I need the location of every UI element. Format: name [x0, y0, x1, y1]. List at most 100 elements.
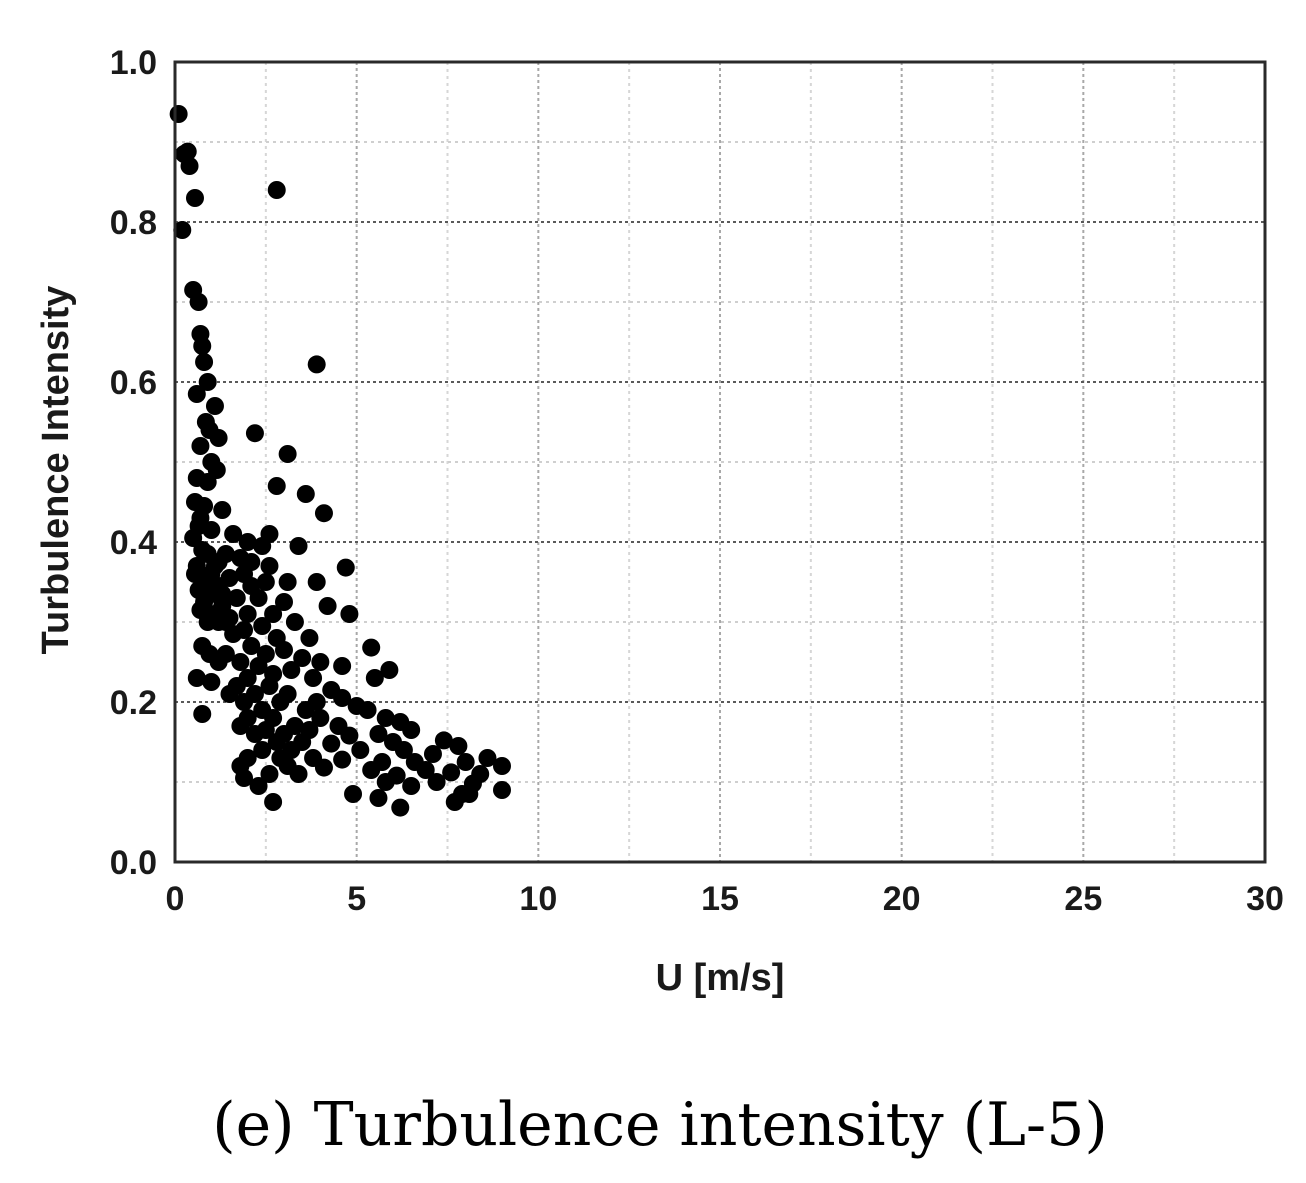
- data-point: [289, 765, 308, 783]
- data-point: [178, 142, 197, 161]
- data-point: [260, 765, 279, 783]
- y-tick-label: 0.6: [110, 364, 157, 402]
- data-point: [493, 757, 511, 775]
- data-point: [267, 477, 286, 495]
- x-tick-label: 20: [883, 880, 921, 918]
- data-point: [296, 485, 315, 503]
- data-point: [193, 337, 212, 355]
- y-tick-label: 0.2: [110, 684, 157, 722]
- data-point: [369, 789, 388, 807]
- data-point: [191, 437, 210, 455]
- data-point: [478, 749, 497, 767]
- data-point: [365, 669, 384, 687]
- data-point: [376, 709, 395, 727]
- data-point: [351, 741, 370, 759]
- data-point: [296, 701, 315, 719]
- data-point: [376, 773, 395, 791]
- data-point: [238, 605, 257, 623]
- data-point: [202, 521, 221, 539]
- x-axis-title: U [m/s]: [656, 957, 785, 999]
- y-tick-label: 0.0: [110, 844, 157, 882]
- data-point: [187, 385, 206, 403]
- data-point: [434, 731, 453, 750]
- data-point: [402, 721, 421, 739]
- data-point: [344, 785, 363, 803]
- data-point: [198, 373, 217, 391]
- data-point: [220, 685, 239, 703]
- data-point: [227, 589, 246, 607]
- data-point: [493, 781, 511, 799]
- data-point: [358, 701, 377, 719]
- data-point: [231, 653, 250, 671]
- data-point: [314, 504, 333, 523]
- y-tick-label: 1.0: [110, 44, 157, 82]
- data-point: [245, 424, 264, 443]
- x-tick-label: 10: [519, 880, 557, 918]
- data-point: [173, 221, 192, 239]
- data-point: [318, 597, 337, 615]
- data-point: [340, 605, 359, 623]
- data-point: [275, 641, 293, 659]
- y-tick-label: 0.4: [110, 524, 157, 562]
- data-point: [169, 105, 188, 123]
- data-point: [322, 734, 341, 753]
- data-point: [224, 525, 243, 543]
- plot-frame: [173, 60, 1267, 864]
- data-point: [416, 761, 435, 779]
- data-point: [285, 613, 304, 631]
- x-axis: 0 5 10 15 20 25 30: [166, 880, 1284, 918]
- data-point: [402, 777, 421, 795]
- data-point: [213, 585, 232, 603]
- data-point: [369, 725, 388, 743]
- data-point: [289, 537, 308, 555]
- data-point: [189, 293, 208, 311]
- data-point: [195, 353, 214, 371]
- data-point: [311, 709, 330, 727]
- data-point: [187, 669, 206, 687]
- data-point: [249, 777, 268, 795]
- data-point: [224, 625, 243, 643]
- x-tick-label: 30: [1246, 880, 1284, 918]
- data-point: [427, 773, 446, 791]
- x-tick-label: 0: [166, 880, 185, 918]
- y-axis-title: Turbulence Intensity: [35, 286, 77, 655]
- data-point: [260, 677, 279, 695]
- data-point: [249, 657, 268, 675]
- y-tick-label: 0.8: [110, 204, 157, 242]
- figure-caption: (e) Turbulence intensity (L-5): [212, 1090, 1108, 1160]
- data-point: [253, 537, 272, 555]
- data-point: [264, 793, 283, 811]
- data-point: [271, 693, 290, 711]
- data-point: [336, 558, 355, 577]
- data-point: [362, 761, 381, 779]
- data-point: [293, 649, 312, 667]
- data-point: [253, 617, 272, 635]
- data-point: [449, 737, 468, 755]
- data-point: [282, 661, 301, 679]
- data-point: [333, 657, 352, 675]
- data-point: [445, 793, 464, 811]
- data-point: [253, 741, 272, 759]
- data-point: [307, 355, 326, 374]
- data-point: [300, 629, 319, 647]
- data-point: [275, 593, 293, 611]
- data-point: [235, 565, 254, 583]
- data-point: [205, 397, 224, 415]
- data-point: [333, 750, 352, 769]
- data-point: [256, 573, 275, 591]
- data-point: [231, 717, 250, 735]
- data-point: [264, 605, 283, 623]
- data-point: [307, 573, 326, 591]
- data-point: [333, 689, 352, 707]
- data-point: [245, 725, 264, 743]
- data-point: [340, 726, 359, 745]
- data-point: [394, 741, 413, 759]
- data-point: [235, 769, 254, 787]
- data-point: [216, 645, 235, 663]
- data-point: [278, 445, 297, 463]
- data-point: [460, 785, 479, 803]
- data-point: [267, 733, 286, 751]
- data-point: [267, 181, 286, 199]
- grid: [175, 62, 1265, 862]
- data-point: [209, 613, 228, 631]
